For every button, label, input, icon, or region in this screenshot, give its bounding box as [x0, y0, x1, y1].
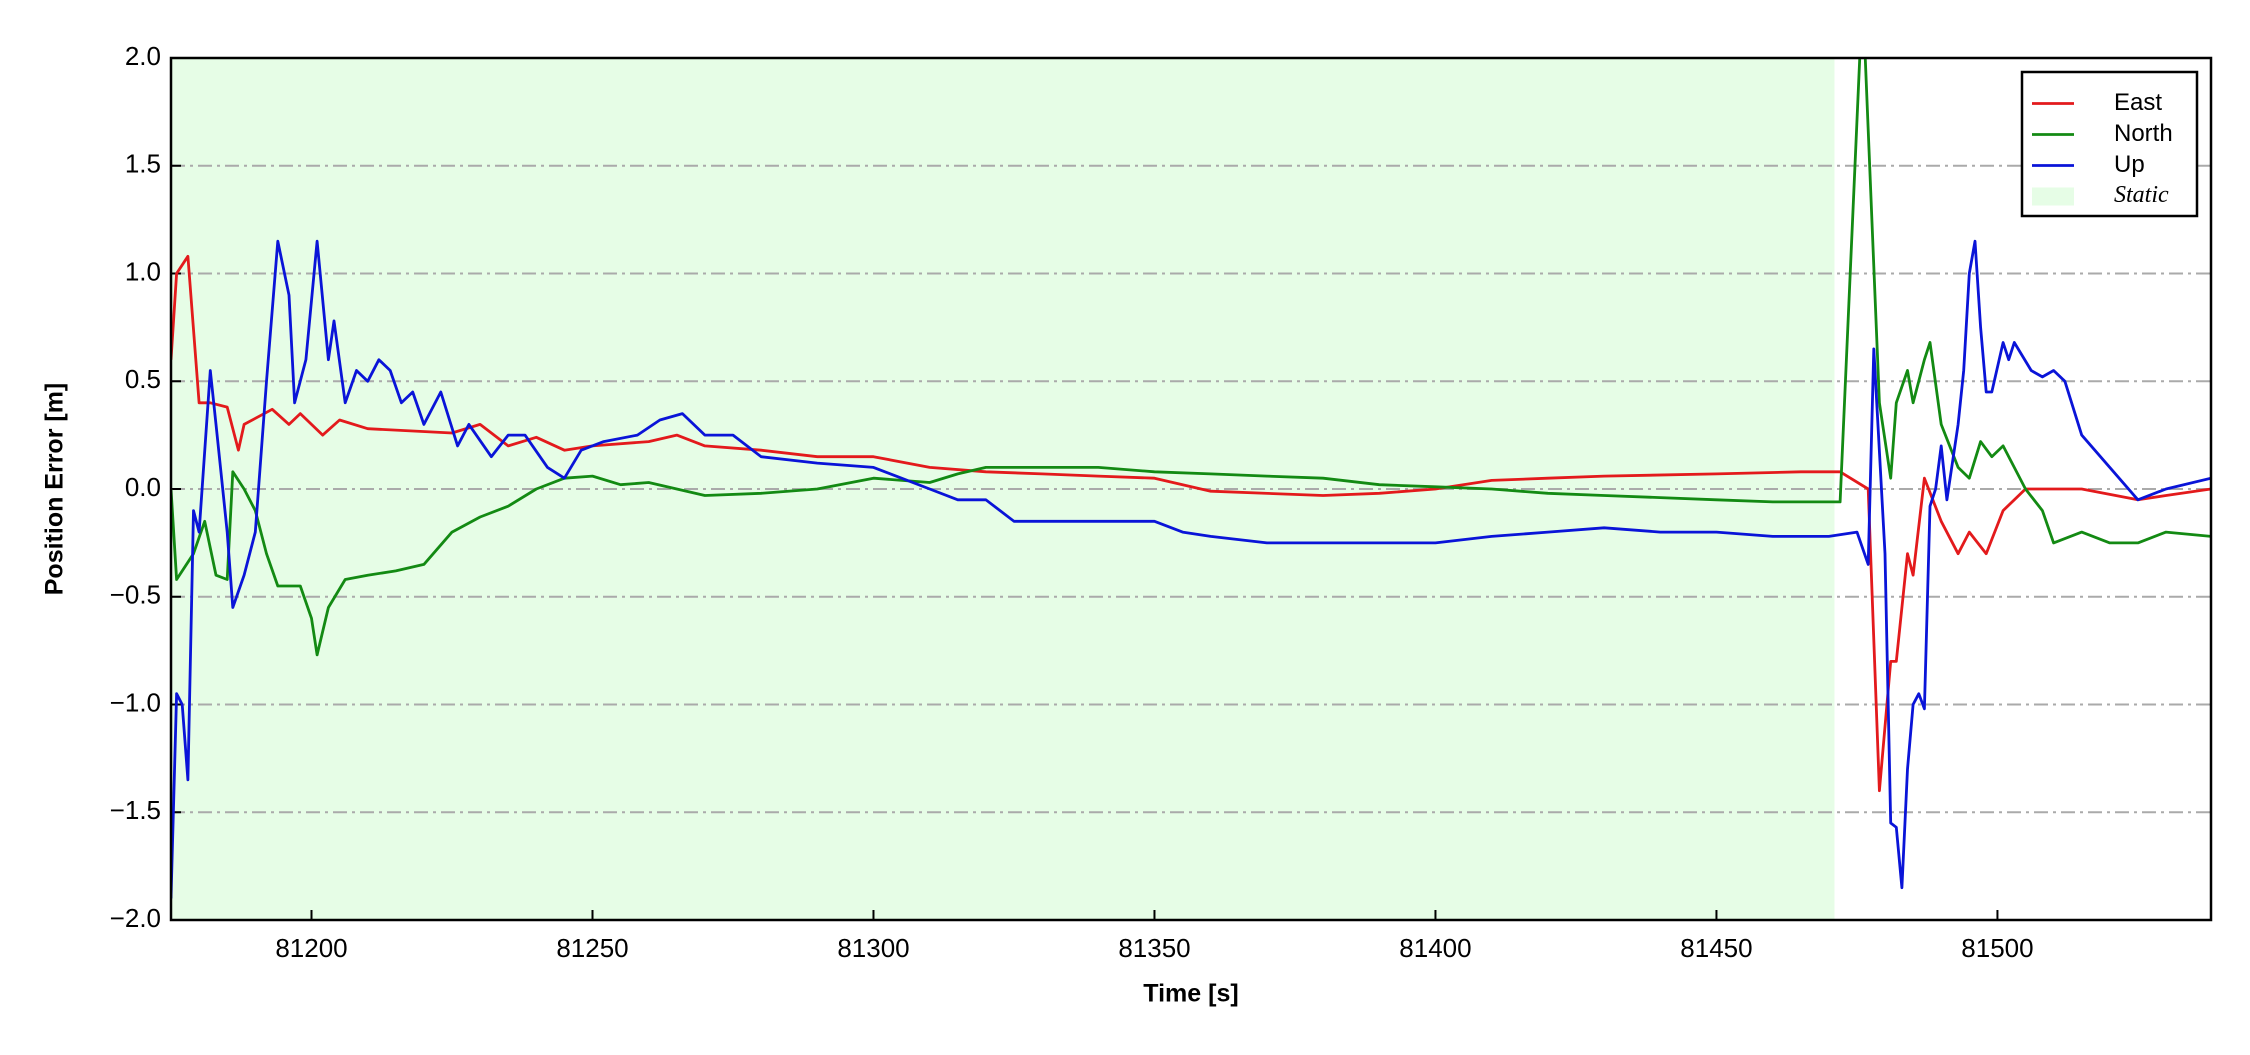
x-axis-title: Time [s] — [1143, 980, 1238, 1008]
series-line — [171, 58, 2211, 657]
y-axis-title: Position Error [m] — [41, 383, 69, 596]
legend-label: North — [2114, 120, 2173, 147]
y-tick-label: −2.0 — [110, 903, 161, 933]
plot-frame — [169, 56, 2213, 922]
y-tick-label: 1.5 — [125, 149, 161, 179]
y-tick-label: 1.0 — [125, 256, 161, 286]
x-tick-label: 81450 — [1680, 933, 1752, 963]
legend-patch — [2032, 187, 2074, 206]
legend-label: East — [2114, 89, 2162, 116]
legend-label: Up — [2114, 151, 2145, 178]
legend-label: Static — [2114, 182, 2169, 208]
y-tick-label: 0.0 — [125, 472, 161, 502]
x-tick-label: 81350 — [1118, 933, 1190, 963]
series-line — [171, 239, 2211, 899]
y-tick-label: 0.5 — [125, 364, 161, 394]
x-tick-label: 81300 — [837, 933, 909, 963]
y-tick-label: 2.0 — [125, 41, 161, 71]
y-tick-label: −1.5 — [110, 795, 161, 825]
x-tick-label: 81500 — [1961, 933, 2033, 963]
plot-lines — [171, 58, 2211, 899]
y-tick-label: −0.5 — [110, 580, 161, 610]
x-tick-label: 81400 — [1399, 933, 1471, 963]
y-tick-label: −1.0 — [110, 687, 161, 717]
x-tick-label: 81200 — [275, 933, 347, 963]
x-tick-label: 81250 — [556, 933, 628, 963]
